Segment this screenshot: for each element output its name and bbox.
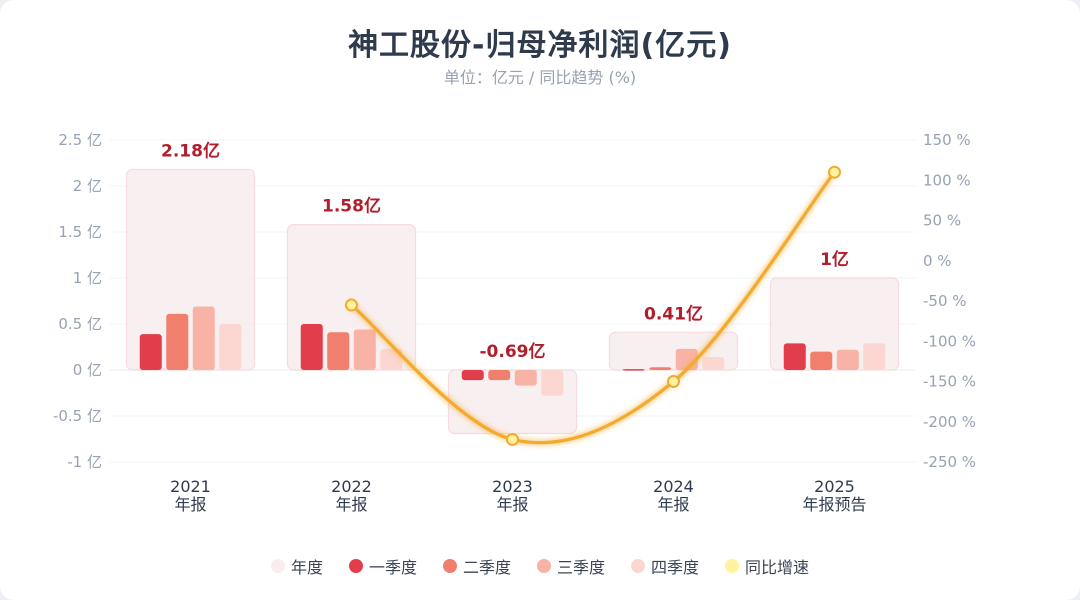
category-year-label: 2025 [814, 477, 855, 496]
legend-label: 四季度 [651, 558, 700, 577]
annual-value-label: 1.58亿 [322, 196, 381, 217]
left-axis-tick-label: 2 亿 [73, 177, 102, 195]
yoy-line [349, 170, 837, 445]
legend-item: 同比增速 [725, 554, 809, 578]
legend-item: 二季度 [442, 554, 511, 578]
chart-subtitle: 单位：亿元 / 同比趋势 (%) [443, 68, 637, 87]
annual-bar [125, 168, 256, 371]
left-axis-tick-label: 1.5 亿 [58, 223, 102, 241]
left-axis-tick-label: 2.5 亿 [58, 131, 102, 149]
legend-swatch [270, 559, 285, 573]
legend-label: 二季度 [462, 558, 511, 577]
yoy-point [506, 432, 519, 446]
quarter-bar-q3 [514, 370, 537, 386]
chart-legend: 年度 一季度 二季度 三季度 四季度 同比增速 [0, 554, 1080, 578]
right-axis-tick-label: -100 % [923, 332, 976, 350]
annual-value-label: -0.69亿 [480, 341, 546, 362]
quarter-bar-q2 [327, 332, 350, 370]
legend-swatch [631, 559, 646, 573]
category-year-label: 2023 [492, 477, 533, 496]
right-axis-tick-label: -200 % [923, 413, 976, 431]
right-axis-tick-label: 50 % [923, 212, 961, 230]
category-kind-label: 年报 [496, 495, 528, 514]
right-axis-tick-label: -150 % [923, 373, 976, 391]
legend-label: 三季度 [557, 558, 606, 577]
legend-item: 年度 [270, 554, 323, 578]
quarter-bar-q1 [300, 324, 323, 370]
quarter-bar-q3 [836, 349, 859, 370]
annual-value-label: 1亿 [820, 249, 849, 270]
legend-item: 三季度 [537, 554, 605, 578]
quarter-bar-q4 [380, 348, 403, 370]
left-axis-tick-label: 0.5 亿 [58, 315, 102, 333]
legend-item: 四季度 [631, 554, 699, 578]
right-axis-tick-label: -50 % [923, 292, 967, 310]
legend-label: 同比增速 [745, 558, 810, 577]
quarter-bar-q2 [649, 367, 672, 370]
quarter-bar-q2 [488, 370, 511, 381]
left-axis-tick-label: 1 亿 [73, 269, 102, 287]
quarter-bar-q3 [353, 329, 376, 370]
yoy-point [667, 375, 680, 388]
category-kind-label: 年报 [335, 495, 367, 514]
quarter-bar-q4 [863, 343, 886, 370]
quarter-bar-q4 [541, 370, 564, 396]
right-axis-tick-label: 0 % [923, 252, 952, 270]
legend-label: 年度 [290, 558, 323, 577]
quarter-bar-q1 [461, 370, 484, 381]
quarter-bar-q2 [810, 351, 833, 370]
yoy-point [345, 298, 358, 312]
annual-value-label: 2.18亿 [161, 140, 220, 161]
quarter-bar-q3 [192, 306, 215, 370]
right-axis-tick-label: 100 % [923, 171, 971, 189]
quarter-bar-q2 [166, 313, 189, 370]
legend-swatch [725, 559, 740, 573]
category-kind-label: 年报 [657, 495, 689, 514]
legend-swatch [348, 559, 363, 573]
category-year-label: 2021 [170, 477, 211, 496]
category-year-label: 2022 [331, 477, 372, 496]
legend-item: 一季度 [348, 554, 417, 578]
quarter-bar-q1 [139, 334, 162, 370]
right-axis-tick-label: -250 % [923, 453, 976, 471]
quarter-bar-q4 [702, 357, 725, 370]
legend-swatch [442, 559, 457, 573]
legend-swatch [537, 559, 551, 573]
chart-title: 神工股份-归母净利润(亿元) [348, 28, 732, 63]
quarter-bar-q1 [622, 369, 645, 371]
left-axis-tick-label: -0.5 亿 [53, 407, 102, 425]
quarter-bar-q4 [219, 324, 242, 370]
quarter-bar-q1 [783, 343, 806, 370]
category-kind-label: 年报 [174, 495, 206, 514]
left-axis-tick-label: -1 亿 [67, 453, 102, 471]
category-year-label: 2024 [653, 477, 694, 496]
right-axis-tick-label: 150 % [923, 131, 971, 149]
legend-label: 一季度 [368, 558, 417, 577]
category-kind-label: 年报预告 [802, 495, 866, 514]
left-axis-tick-label: 0 亿 [73, 361, 102, 379]
yoy-point [828, 165, 841, 179]
annual-value-label: 0.41亿 [644, 303, 703, 324]
